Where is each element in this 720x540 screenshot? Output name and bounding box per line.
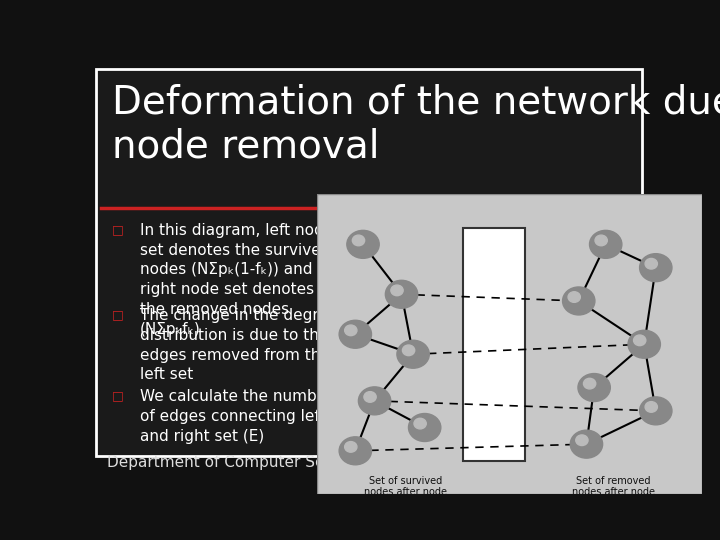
- Circle shape: [347, 231, 379, 258]
- Circle shape: [645, 402, 657, 412]
- Circle shape: [628, 330, 660, 358]
- Circle shape: [402, 345, 415, 356]
- Text: □: □: [112, 223, 124, 236]
- Circle shape: [345, 442, 357, 452]
- Circle shape: [397, 340, 429, 368]
- Text: Department of Computer Science, IIT Kharagpur, India: Department of Computer Science, IIT Khar…: [107, 455, 525, 470]
- Circle shape: [568, 292, 580, 302]
- Text: Set of removed
nodes after node
removal process: Set of removed nodes after node removal …: [572, 476, 655, 509]
- Circle shape: [339, 320, 372, 348]
- Text: □: □: [112, 389, 124, 402]
- Circle shape: [385, 280, 418, 308]
- Text: Set of survived
nodes after node
removal process: Set of survived nodes after node removal…: [364, 476, 447, 509]
- Circle shape: [345, 325, 357, 336]
- Circle shape: [590, 231, 622, 258]
- Circle shape: [391, 285, 403, 296]
- Circle shape: [339, 437, 372, 465]
- Circle shape: [595, 235, 607, 246]
- Circle shape: [359, 387, 391, 415]
- Circle shape: [364, 392, 376, 402]
- Bar: [463, 228, 525, 461]
- Circle shape: [634, 335, 646, 346]
- Circle shape: [414, 418, 426, 429]
- Circle shape: [570, 430, 603, 458]
- Text: We calculate the number
of edges connecting left
and right set (E): We calculate the number of edges connect…: [140, 389, 333, 444]
- Circle shape: [408, 414, 441, 442]
- Circle shape: [583, 379, 595, 389]
- Text: □: □: [112, 308, 124, 321]
- Circle shape: [645, 259, 657, 269]
- Circle shape: [576, 435, 588, 446]
- Text: Deformation of the network due to
node removal: Deformation of the network due to node r…: [112, 84, 720, 166]
- Circle shape: [562, 287, 595, 315]
- Text: The change in the degree
distribution is due to the
edges removed from the
left : The change in the degree distribution is…: [140, 308, 338, 382]
- Circle shape: [352, 235, 364, 246]
- Circle shape: [578, 374, 611, 402]
- Circle shape: [639, 397, 672, 425]
- FancyBboxPatch shape: [96, 69, 642, 456]
- Text: In this diagram, left node
set denotes the survived
nodes (NΣpₖ(1-fₖ)) and
right: In this diagram, left node set denotes t…: [140, 223, 333, 337]
- Circle shape: [639, 254, 672, 282]
